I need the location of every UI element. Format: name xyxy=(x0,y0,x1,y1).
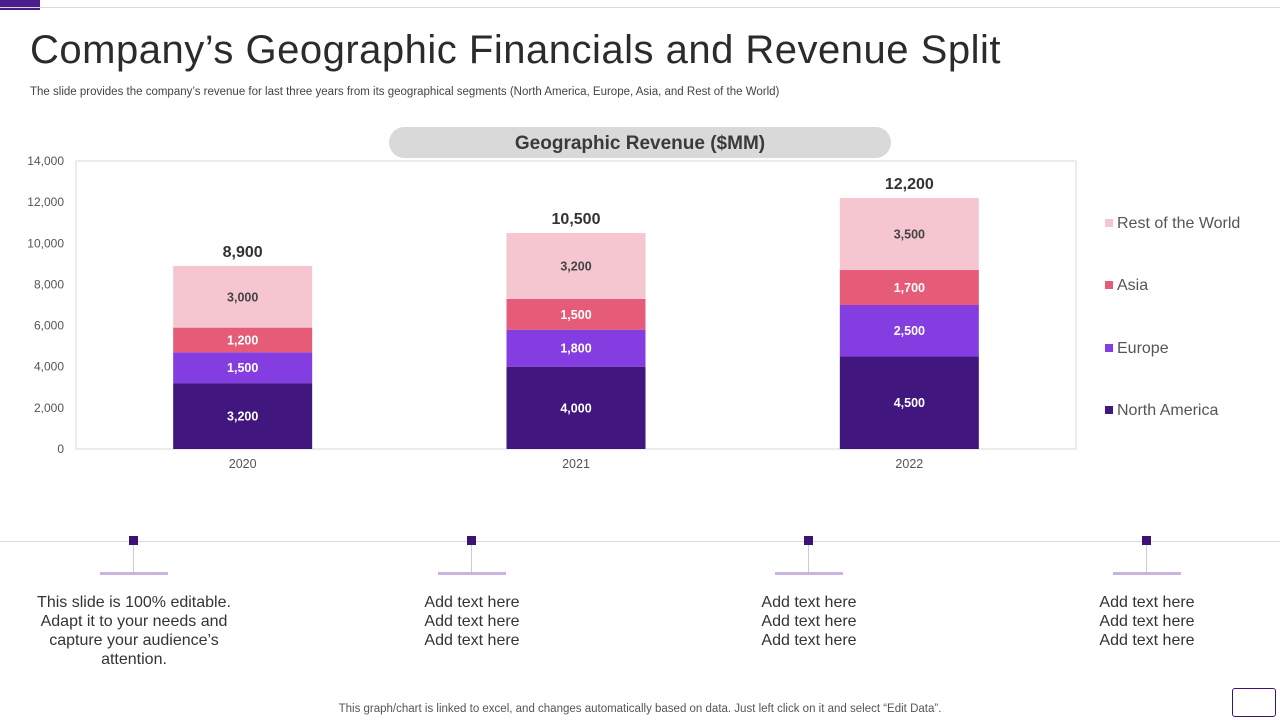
top-accent-bar xyxy=(0,0,40,10)
y-tick-label: 6,000 xyxy=(34,319,64,333)
bar-segment-rest-of-the-world xyxy=(506,233,646,299)
card-text[interactable]: Add text here Add text here Add text her… xyxy=(1099,594,1195,649)
legend-swatch xyxy=(1105,406,1113,414)
total-label: 8,900 xyxy=(223,244,263,261)
x-tick-label: 2021 xyxy=(562,457,590,471)
bar-segment-europe xyxy=(506,329,646,367)
data-label: 2,500 xyxy=(894,324,925,338)
data-label: 1,700 xyxy=(894,281,925,295)
bar-segment-asia xyxy=(839,270,979,305)
chart-title: Geographic Revenue ($MM) xyxy=(515,133,765,154)
card-marker xyxy=(467,536,476,545)
legend-label: North America xyxy=(1117,402,1218,419)
card-marker xyxy=(1142,536,1151,545)
page-title: Company’s Geographic Financials and Reve… xyxy=(30,28,1001,72)
bar-segment-europe xyxy=(839,305,979,357)
bar-segment-north-america xyxy=(506,366,646,449)
x-tick-label: 2022 xyxy=(895,457,923,471)
bar-segment-asia xyxy=(173,327,313,353)
card-connector xyxy=(808,545,809,572)
y-tick-label: 2,000 xyxy=(34,401,64,415)
x-tick-label: 2020 xyxy=(229,457,257,471)
data-label: 3,000 xyxy=(227,290,258,304)
card-connector xyxy=(1146,545,1147,572)
y-tick-label: 8,000 xyxy=(34,277,64,291)
bar-segment-europe xyxy=(173,352,313,384)
legend-swatch xyxy=(1105,344,1113,352)
top-divider xyxy=(0,7,1280,8)
card-text[interactable]: This slide is 100% editable. Adapt it to… xyxy=(37,594,231,668)
card-marker xyxy=(129,536,138,545)
card-connector xyxy=(133,545,134,572)
y-tick-label: 0 xyxy=(57,442,64,456)
card-accent xyxy=(100,572,168,575)
total-label: 10,500 xyxy=(552,211,601,228)
y-tick-label: 4,000 xyxy=(34,360,64,374)
card-text[interactable]: Add text here Add text here Add text her… xyxy=(424,594,520,649)
bar-segment-rest-of-the-world xyxy=(173,265,313,328)
footer-note: This graph/chart is linked to excel, and… xyxy=(338,703,942,715)
card-text[interactable]: Add text here Add text here Add text her… xyxy=(761,594,857,649)
data-label: 3,500 xyxy=(894,228,925,242)
bar-segment-asia xyxy=(506,298,646,330)
legend-swatch xyxy=(1105,219,1113,227)
data-label: 1,500 xyxy=(560,308,591,322)
card-accent xyxy=(775,572,843,575)
page-subtitle: The slide provides the company’s revenue… xyxy=(30,86,780,98)
data-label: 1,800 xyxy=(560,342,591,356)
data-label: 4,000 xyxy=(560,401,591,415)
y-tick-label: 12,000 xyxy=(27,195,64,209)
legend-label: Europe xyxy=(1117,340,1169,357)
bar-segment-rest-of-the-world xyxy=(839,198,979,271)
data-label: 4,500 xyxy=(894,396,925,410)
legend-label: Rest of the World xyxy=(1117,215,1240,232)
legend-label: Asia xyxy=(1117,277,1148,294)
bar-segment-north-america xyxy=(173,383,313,449)
card-marker xyxy=(804,536,813,545)
corner-box xyxy=(1232,688,1276,717)
total-label: 12,200 xyxy=(885,176,934,193)
legend-swatch xyxy=(1105,281,1113,289)
timeline-divider xyxy=(0,541,1280,542)
data-label: 1,500 xyxy=(227,361,258,375)
data-label: 1,200 xyxy=(227,333,258,347)
revenue-chart[interactable]: Geographic Revenue ($MM) 0 2,000 4,000 6,000… xyxy=(0,120,1280,480)
card-accent xyxy=(1113,572,1181,575)
bar-segment-north-america xyxy=(839,356,979,449)
card-accent xyxy=(438,572,506,575)
data-label: 3,200 xyxy=(227,410,258,424)
data-label: 3,200 xyxy=(560,259,591,273)
y-tick-label: 14,000 xyxy=(27,154,64,168)
chart-title-pill xyxy=(389,127,891,158)
y-tick-label: 10,000 xyxy=(27,236,64,250)
card-connector xyxy=(471,545,472,572)
